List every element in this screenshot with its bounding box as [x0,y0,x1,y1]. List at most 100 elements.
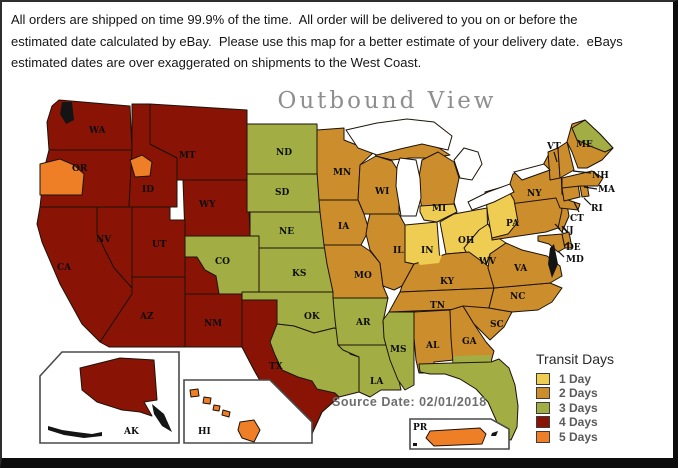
state-label-pr: PR [413,423,428,433]
state-label-tn: TN [430,301,445,311]
state-label-wi: WI [374,187,389,197]
state-label-va: VA [513,264,528,274]
state-label-ga: GA [462,337,478,347]
legend-row-4days: 4 Days [536,415,646,429]
state-label-il: IL [393,246,404,256]
state-label-nd: ND [276,148,292,158]
lake-huron [453,147,483,181]
state-label-ks: KS [292,269,306,279]
legend-swatch-3days [536,401,550,414]
puget-sound [60,102,74,124]
state-label-in: IN [421,246,433,256]
state-label-tx: TX [269,362,283,372]
state-label-ok: OK [304,312,321,322]
state-label-nm: NM [204,319,222,329]
legend-label-5days: 5 Days [559,429,598,444]
state-label-ia: IA [338,222,350,232]
pr-dot [413,443,417,446]
state-wi [357,155,400,215]
state-label-md: MD [566,255,584,265]
state-label-mn: MN [333,168,351,178]
legend-swatch-4days [536,416,550,429]
hi-island-1 [189,388,200,398]
state-label-wa: WA [88,126,107,136]
state-label-ms: MS [390,345,406,355]
transit-days-legend: Transit Days 1 Day 2 Days 3 Days 4 Days … [536,351,646,445]
ct-leader [573,201,580,213]
lake-erie [467,183,515,211]
state-label-hi: HI [198,427,211,437]
lake-superior [345,118,453,156]
disclaimer-paragraph: All orders are shipped on time 99.9% of … [11,9,671,74]
legend-swatch-2days [536,387,550,400]
state-nh [557,141,575,179]
state-me-3day-cap [571,119,614,153]
state-label-or: OR [72,164,88,174]
legend-row-3days: 3 Days [536,401,646,415]
hawaii-inset-box [183,379,313,444]
state-ga-3day-strip [453,355,491,363]
disclaimer-line-2: estimated date calculated by eBay. Pleas… [11,33,623,49]
state-label-ri: RI [591,204,603,214]
pr-mark [491,431,498,436]
nj-leader [554,223,561,230]
state-label-wv: WV [478,257,497,267]
state-mt [149,103,248,181]
state-label-nh: NH [592,171,609,181]
legend-title: Transit Days [536,351,615,367]
state-va [487,242,563,289]
state-label-sd: SD [275,188,289,198]
state-ky-1day-sliver [417,255,442,265]
pr-island [425,427,487,447]
state-nc [488,282,563,313]
legend-row-2days: 2 Days [536,386,646,401]
state-label-ak: AK [123,427,140,437]
state-mo [323,244,389,299]
state-label-ne: NE [279,227,294,237]
map-title: Outbound View [277,88,497,114]
state-wa [46,99,133,151]
state-label-ut: UT [152,240,167,250]
source-date: Source Date: 02/01/2018 [332,395,487,409]
state-id-5day-patch [129,154,153,178]
disclaimer-line-3: estimated dates are over exaggerated on … [11,55,422,70]
legend-swatch-1day [536,372,550,385]
legend-row-5days: 5 Days [536,430,646,444]
state-label-nv: NV [96,235,112,245]
legend-label-2days: 2 Days [559,386,598,401]
vt-leader [553,151,558,163]
state-label-al: AL [425,341,440,351]
legend-row-1day: 1 Day [536,372,646,386]
de-leader [563,241,570,247]
hi-island-4 [221,409,231,418]
hi-island-3 [212,404,221,412]
state-de [561,231,573,249]
state-label-ct: CT [570,214,584,224]
ma-leader [583,186,598,190]
state-label-az: AZ [139,312,154,322]
aleutian-islands [48,426,102,438]
state-label-nj: NJ [561,226,574,236]
state-label-id: ID [142,185,154,195]
legend-swatch-5days [536,430,550,443]
state-label-de: DE [566,243,581,253]
hi-island-2 [202,396,212,405]
disclaimer-line-1: All orders are shipped on time 99.9% of … [11,12,578,27]
state-label-me: ME [576,140,593,150]
state-label-pa: PA [506,219,520,229]
state-label-ma: MA [598,185,616,195]
state-label-mt: MT [179,151,196,161]
state-label-sc: SC [490,320,504,330]
state-label-vt: VT [546,142,561,152]
lake-ontario [513,163,551,181]
state-label-la: LA [370,377,384,387]
state-label-mo: MO [354,271,372,281]
state-label-ar: AR [355,318,371,328]
chesapeake-bay [548,244,558,278]
md-leader [557,250,565,258]
state-ma [561,170,604,189]
state-label-oh: OH [458,236,475,246]
state-or-5day-patch [39,158,85,196]
nh-leader [572,170,592,174]
